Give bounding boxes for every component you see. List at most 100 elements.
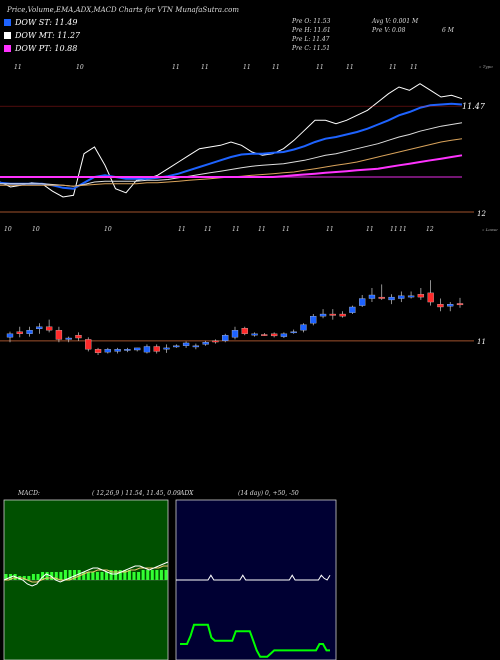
- candlestick: [222, 333, 229, 343]
- candle-body: [55, 330, 63, 340]
- candlestick: [359, 295, 366, 307]
- ema-last-price-label: 11.47: [462, 102, 486, 111]
- macd-histogram-bar: [159, 570, 163, 580]
- candle-body: [280, 333, 288, 337]
- candlestick: [280, 332, 288, 339]
- legend-dow-pt-label: DOW PT: 10.88: [15, 44, 78, 53]
- candle-body: [378, 296, 385, 299]
- candlestick: [36, 323, 43, 334]
- macd-histogram-bar: [45, 572, 49, 580]
- adx-line: [176, 574, 331, 581]
- macd-signal-line: [4, 565, 168, 583]
- candlestick: [270, 332, 278, 338]
- candlestick: [75, 332, 82, 341]
- candle-body: [143, 346, 151, 353]
- macd-histogram-bar: [95, 572, 99, 580]
- candle-x-tick-label: 11: [366, 226, 374, 233]
- candlestick: [104, 347, 111, 354]
- stat-avg-volume: Avg V: 0.001 M: [372, 18, 419, 25]
- macd-histogram-bar: [155, 570, 159, 580]
- candle-body: [251, 333, 258, 336]
- legend-dow-pt: DOW PT: 10.88: [4, 44, 77, 53]
- candlestick: [134, 347, 141, 352]
- candlestick: [231, 326, 239, 340]
- candle-body: [222, 335, 229, 341]
- candle-body: [134, 347, 141, 351]
- candle-x-tick-label: 10: [104, 226, 112, 233]
- candlestick: [368, 287, 376, 303]
- candle-body: [437, 304, 444, 308]
- stat-prev-volume: Pre V: 0.08: [372, 27, 406, 34]
- candle-body: [270, 333, 278, 337]
- candle-body: [319, 313, 327, 317]
- stat-volume-unit: 6 M: [442, 27, 454, 34]
- ema-x-tick-label: 11: [201, 64, 209, 71]
- legend-dow-st-swatch: [4, 19, 11, 26]
- candlestick: [398, 291, 405, 303]
- candlestick: [329, 309, 336, 320]
- candle-body: [398, 295, 405, 299]
- candlestick: [447, 302, 454, 312]
- legend-dow-pt-swatch: [4, 45, 11, 52]
- macd-histogram-bar: [27, 576, 31, 580]
- candlestick: [290, 329, 297, 334]
- candlestick: [173, 344, 180, 348]
- candle-body: [85, 339, 92, 350]
- macd-histogram-bar: [146, 570, 150, 580]
- ema-line-price: [0, 83, 463, 198]
- macd-histogram-bar: [31, 574, 35, 580]
- candle-body: [212, 340, 219, 343]
- stat-prev-close: Pre C: 11.51: [292, 45, 331, 52]
- ema-x-tick-label: 11: [389, 64, 397, 71]
- candlestick: [212, 339, 219, 344]
- candle-body: [407, 295, 415, 298]
- candle-x-tick-label: 11: [178, 226, 186, 233]
- macd-histogram-bar: [164, 570, 168, 580]
- ema-x-tick-label: 11: [172, 64, 180, 71]
- candlestick: [85, 337, 92, 352]
- stat-prev-open: Pre O: 11.53: [292, 18, 331, 25]
- candlestick: [65, 336, 72, 343]
- candlestick: [349, 305, 356, 315]
- candle-body: [192, 345, 200, 348]
- candle-body: [75, 335, 82, 339]
- candle-x-tick-label: 11: [390, 226, 398, 233]
- candlestick: [339, 311, 346, 318]
- ema-x-tick-label: 11: [243, 64, 251, 71]
- ema-corner-label: « Typo: [479, 64, 493, 69]
- candlestick: [16, 326, 23, 338]
- macd-params: ( 12,26,9 ) 11.54, 11.45, 0.09: [92, 490, 181, 497]
- stat-prev-low: Pre L: 11.47: [292, 36, 330, 43]
- candle-body: [6, 333, 14, 338]
- ema-line-ema-very-long: [0, 154, 463, 178]
- candlestick: [182, 341, 190, 348]
- candlestick: [124, 347, 131, 353]
- macd-histogram-bar: [54, 572, 58, 580]
- candle-x-tick-label: 11: [399, 226, 407, 233]
- legend-dow-mt-swatch: [4, 32, 11, 39]
- candlestick: [319, 309, 327, 319]
- adx-plus-di-line: [180, 623, 330, 658]
- legend-dow-st: DOW ST: 11.49: [4, 18, 77, 27]
- candlestick: [241, 326, 248, 336]
- candle-x-tick-label: 10: [4, 226, 12, 233]
- candlestick: [202, 340, 209, 346]
- candle-x-tick-label: 11: [258, 226, 266, 233]
- ema-x-tick-label: 11: [346, 64, 354, 71]
- candlestick: [94, 347, 102, 355]
- candlestick: [26, 326, 33, 337]
- candle-body: [447, 304, 454, 307]
- candle-x-tick-label: 11: [204, 226, 212, 233]
- chart-title: Price,Volume,EMA,ADX,MACD Charts for VTN…: [7, 6, 240, 14]
- candle-body: [261, 334, 268, 336]
- candle-x-tick-label: 12: [426, 226, 434, 233]
- candle-body: [153, 346, 160, 352]
- candlestick: [45, 319, 53, 333]
- candle-body: [417, 294, 425, 298]
- adx-params: (14 day) 0, +50, -50: [238, 490, 299, 497]
- macd-histogram-bar: [77, 570, 81, 580]
- candle-body: [124, 349, 131, 351]
- macd-line: [3, 561, 169, 587]
- candle-body: [45, 326, 53, 331]
- macd-histogram-bar: [68, 570, 72, 580]
